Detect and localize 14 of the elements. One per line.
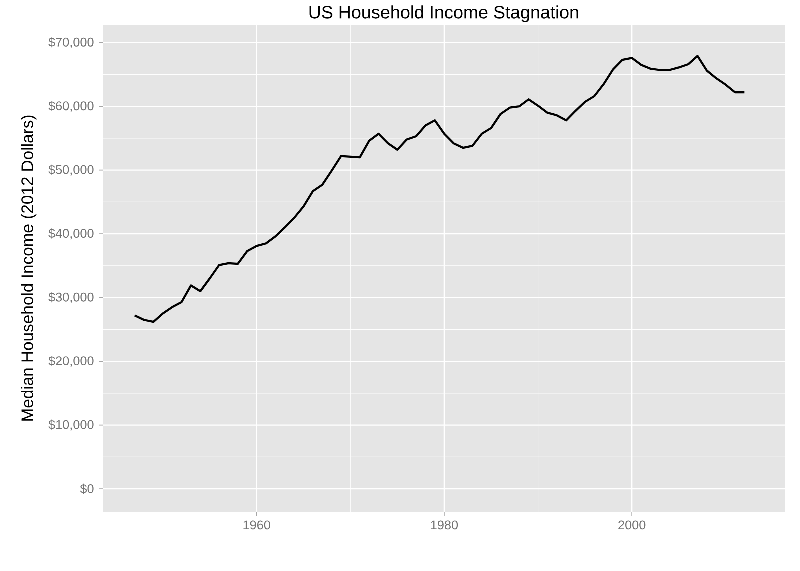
y-tick-label: $50,000 — [48, 164, 94, 176]
y-axis-title: Median Household Income (2012 Dollars) — [21, 116, 37, 421]
x-tick-label: 2000 — [618, 520, 646, 530]
y-tick-label: $60,000 — [48, 101, 94, 112]
y-tick-label: $30,000 — [48, 292, 94, 304]
y-tick-label: $70,000 — [48, 37, 94, 48]
x-tick-label: 1960 — [244, 520, 270, 530]
x-tick-label: 1980 — [431, 520, 458, 530]
y-tick-label: $10,000 — [48, 420, 94, 431]
chart-title: US Household Income Stagnation — [310, 6, 578, 22]
y-tick-label: $0 — [80, 484, 94, 494]
line-series — [134, 55, 746, 324]
y-tick-label: $40,000 — [48, 228, 94, 240]
y-tick-label: $20,000 — [48, 356, 94, 368]
